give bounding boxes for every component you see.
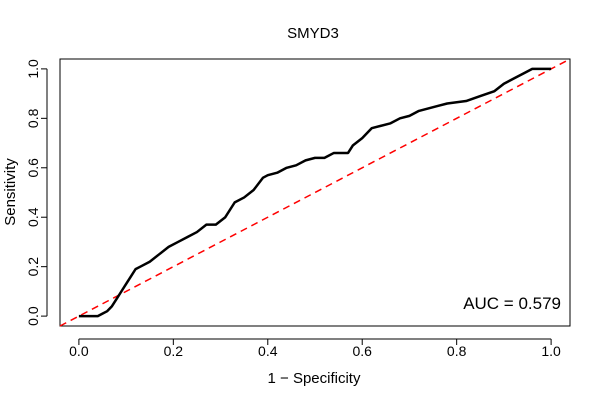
x-tick-label: 0.4 — [258, 343, 278, 359]
x-tick-label: 0.8 — [447, 343, 467, 359]
y-axis-title: Sensitivity — [2, 158, 19, 226]
x-tick-label: 0.6 — [352, 343, 372, 359]
x-tick-label: 1.0 — [541, 343, 561, 359]
roc-curve-line — [78, 67, 552, 318]
y-tick-label: 1.0 — [25, 59, 41, 79]
x-axis-title: 1 − Specificity — [268, 370, 361, 387]
y-tick-label: 0.2 — [25, 257, 41, 277]
y-tick-label: 0.0 — [25, 306, 41, 326]
chart-title: SMYD3 — [287, 25, 339, 42]
y-axis: 0.0 0.2 0.4 0.6 0.8 1.0 — [25, 59, 48, 326]
x-tick-label: 0.0 — [69, 343, 89, 359]
y-tick-label: 0.6 — [25, 158, 41, 178]
auc-annotation: AUC = 0.579 — [463, 294, 561, 313]
x-tick-label: 0.2 — [164, 343, 184, 359]
x-axis: 0.0 0.2 0.4 0.6 0.8 1.0 — [69, 338, 561, 359]
y-tick-label: 0.4 — [25, 207, 41, 227]
series-layer — [59, 58, 571, 327]
plot-frame — [59, 58, 571, 327]
y-tick-label: 0.8 — [25, 108, 41, 128]
reference-diagonal-line — [59, 58, 571, 327]
